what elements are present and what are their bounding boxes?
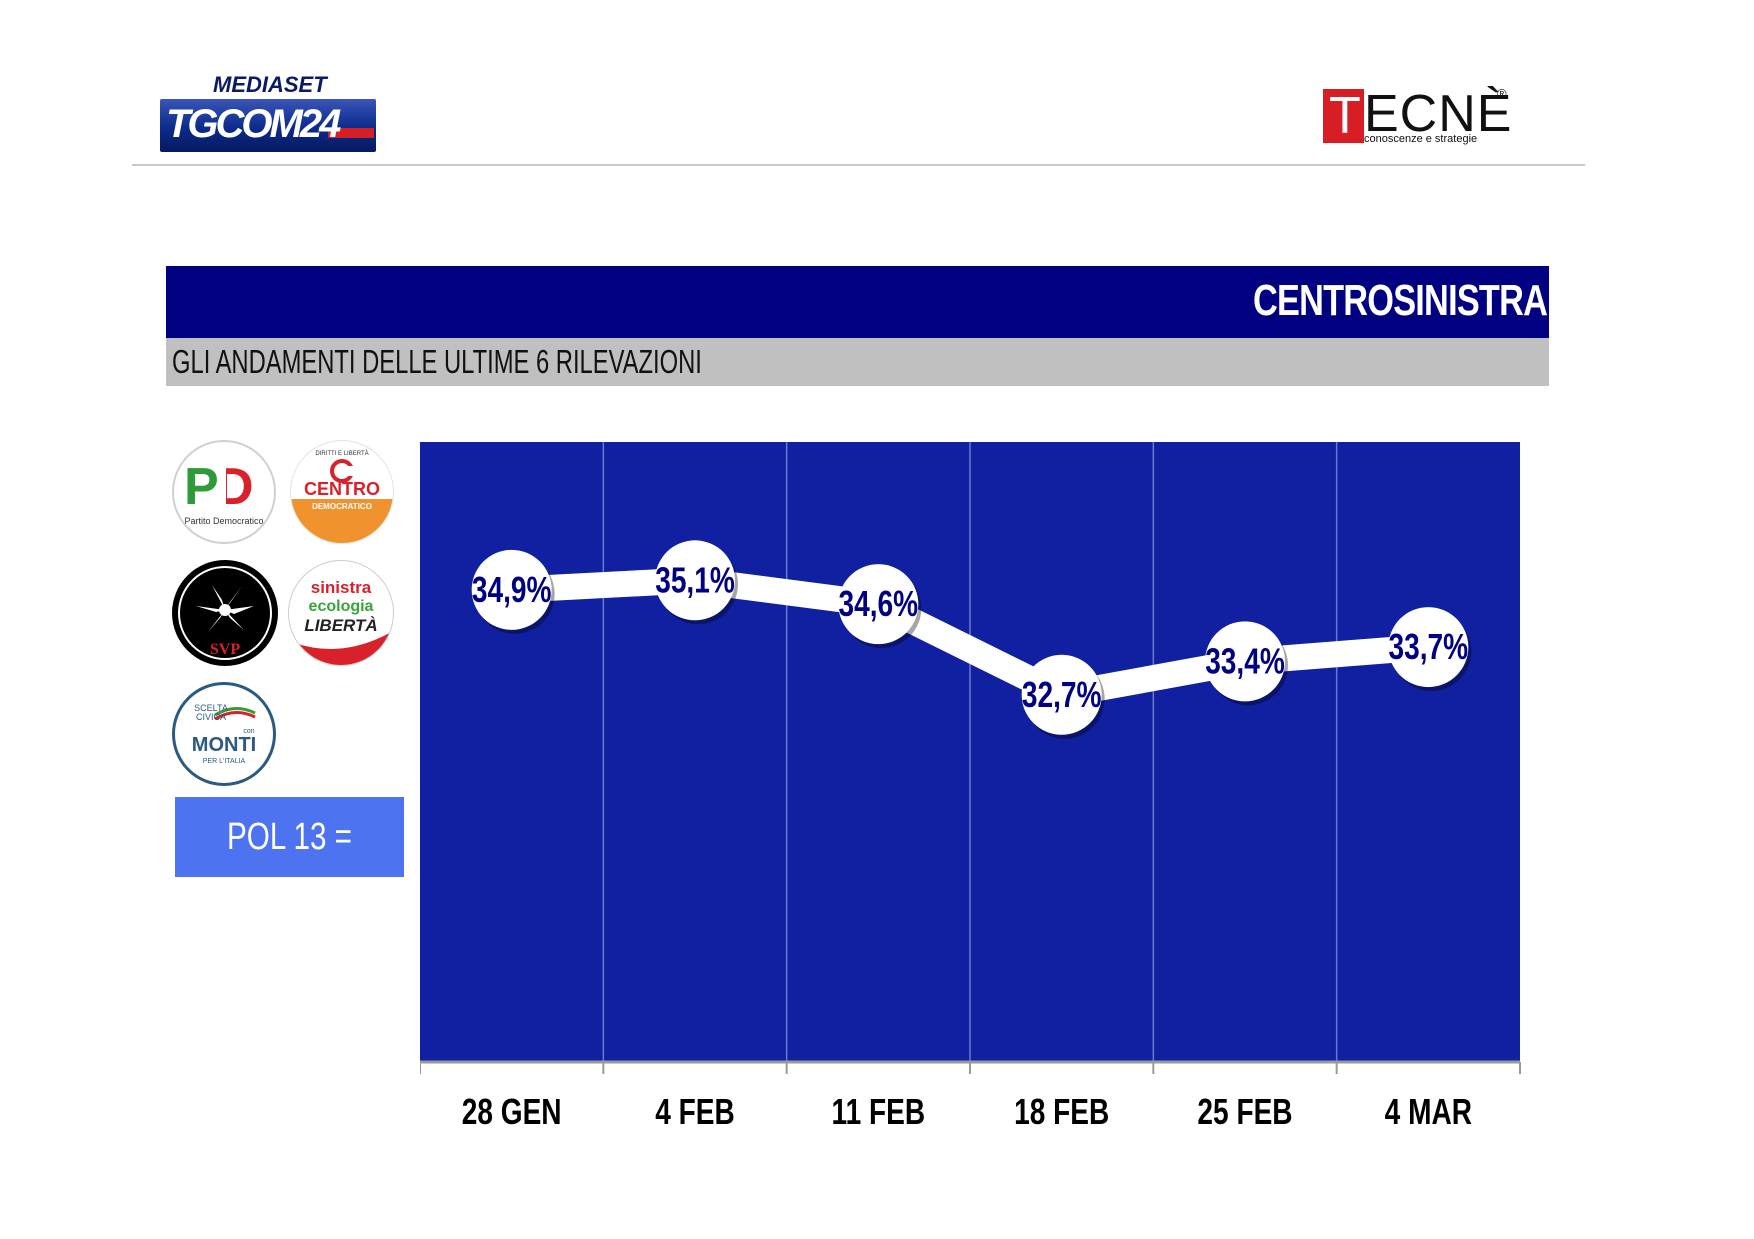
pol-summary-label: POL 13 = 37,8%	[227, 816, 352, 938]
x-tick-label: 28 GEN	[462, 1092, 562, 1132]
x-tick-label: 4 MAR	[1385, 1092, 1472, 1132]
tecne-logo-initial: T	[1329, 87, 1361, 145]
sc-logo-sub: PER L'ITALIA	[203, 758, 246, 765]
trend-line-chart: 34,9% 35,1% 34,6% 32,7% 33,4% 33,7% 28 GEN 4 FE…	[420, 442, 1521, 1132]
svp-party-logo: SVP	[172, 560, 278, 666]
data-label: 34,9%	[472, 570, 552, 610]
pol-summary-box	[175, 797, 404, 877]
sel-logo-line3: LIBERTÀ	[304, 616, 377, 635]
x-tick-label: 25 FEB	[1197, 1092, 1292, 1132]
data-point	[838, 564, 919, 645]
sel-logo-line2: ecologia	[309, 598, 374, 615]
mediaset-wordmark: MEDIASET	[213, 72, 327, 97]
sc-logo-main: MONTI	[192, 734, 256, 756]
cd-logo-sub: DEMOCRATICO	[312, 502, 372, 511]
cd-logo-top: DIRITTI E LIBERTÀ	[315, 450, 368, 457]
header-divider	[132, 164, 1585, 166]
data-label: 33,4%	[1205, 641, 1285, 681]
x-tick-label: 4 FEB	[655, 1092, 735, 1132]
tecne-logo-block	[1323, 89, 1364, 143]
data-label: 35,1%	[655, 560, 735, 600]
svg-text:P: P	[184, 458, 219, 516]
data-label: 34,6%	[839, 584, 919, 624]
tecne-wordmark: ECNÈ	[1364, 85, 1513, 143]
tecne-tagline: conoscenze e strategie	[1364, 133, 1478, 145]
tgcom24-logo	[160, 99, 376, 152]
data-label: 32,7%	[1022, 674, 1102, 714]
subtitle-band	[166, 338, 1549, 386]
centro-democratico-logo: DIRITTI E LIBERTÀ CENTRO DEMOCRATICO	[290, 440, 394, 544]
data-point	[1205, 621, 1285, 702]
registered-mark: ®	[1497, 86, 1507, 101]
pd-logo-caption: Partito Democratico	[184, 516, 263, 526]
data-point	[471, 549, 552, 630]
cd-logo-main: CENTRO	[304, 479, 380, 499]
tgcom24-logo-accent	[328, 128, 374, 138]
data-point	[1388, 607, 1469, 688]
page-subtitle: GLI ANDAMENTI DELLE ULTIME 6 RILEVAZIONI	[172, 343, 702, 380]
sc-logo-con: con	[243, 728, 254, 735]
data-label: 33,7%	[1389, 627, 1469, 667]
sel-logo-line1: sinistra	[311, 578, 372, 597]
x-tick-label: 11 FEB	[832, 1092, 926, 1132]
sc-logo-top1: SCELTA	[194, 703, 228, 713]
svp-logo-text: SVP	[210, 641, 240, 658]
page-title: CENTROSINISTRA	[1252, 276, 1548, 325]
sc-logo-top2: CIVICA	[196, 712, 226, 722]
data-point	[1021, 654, 1102, 735]
pd-party-logo: P D Partito Democratico	[172, 440, 276, 544]
data-point	[655, 540, 735, 621]
title-band	[166, 266, 1549, 338]
scelta-civica-logo: SCELTA CIVICA con MONTI PER L'ITALIA	[172, 682, 276, 786]
sel-party-logo: sinistra ecologia LIBERTÀ	[288, 560, 394, 666]
tgcom24-wordmark: TGCOM24	[166, 102, 341, 146]
x-tick-label: 18 FEB	[1014, 1092, 1109, 1132]
